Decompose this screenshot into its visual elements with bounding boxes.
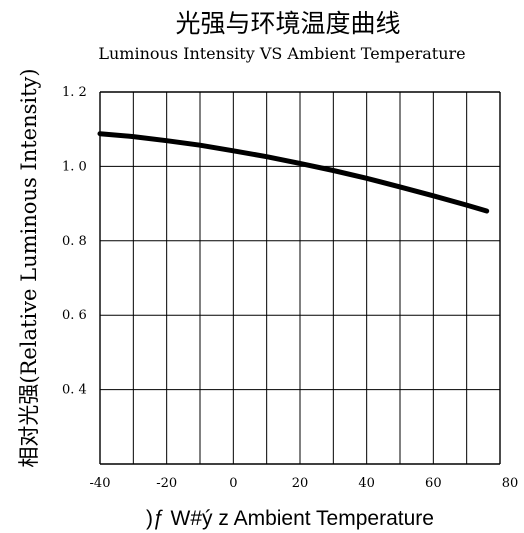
chart-title: 光强与环境温度曲线 bbox=[175, 9, 400, 38]
x-tick-label: 40 bbox=[358, 476, 375, 491]
x-tick-label: -40 bbox=[90, 476, 111, 491]
y-axis-label: 相对光强(Relative Luminous Intensity) bbox=[17, 68, 41, 467]
tick-labels: -40 -20 0 20 40 60 80 0. 4 0. 6 0. 8 1. 0 1. 2 bbox=[62, 85, 518, 491]
y-tick-label: 1. 0 bbox=[62, 159, 87, 174]
y-tick-label: 0. 4 bbox=[62, 383, 87, 398]
x-tick-label: 0 bbox=[229, 476, 237, 491]
x-tick-label: 20 bbox=[292, 476, 309, 491]
x-axis-label: )ƒ W#ý z Ambient Temperature bbox=[146, 507, 434, 530]
chart-subtitle: Luminous Intensity VS Ambient Temperatur… bbox=[98, 44, 465, 63]
x-tick-label: -20 bbox=[156, 476, 177, 491]
series-line bbox=[97, 131, 490, 214]
x-tick-label: 60 bbox=[425, 476, 442, 491]
y-tick-label: 0. 6 bbox=[62, 308, 87, 323]
x-tick-label: 80 bbox=[502, 476, 519, 491]
y-tick-label: 1. 2 bbox=[62, 85, 87, 100]
grid bbox=[99, 91, 501, 465]
y-tick-label: 0. 8 bbox=[62, 234, 87, 249]
